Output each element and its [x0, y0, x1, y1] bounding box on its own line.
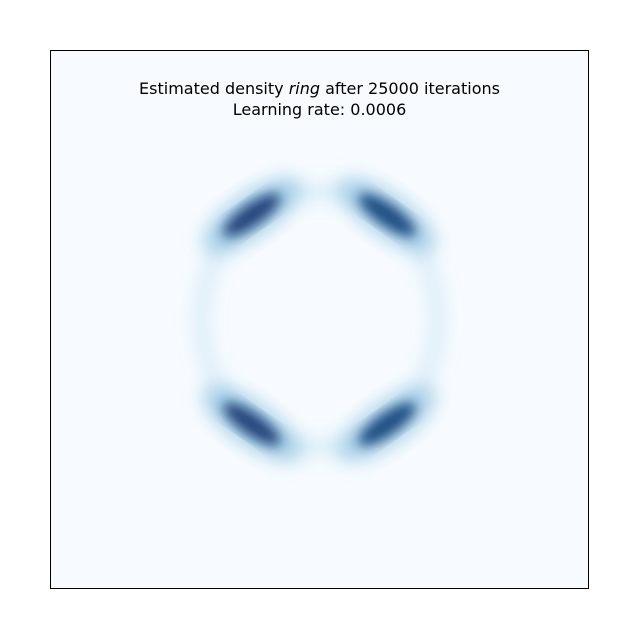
density-mode-core [223, 193, 281, 237]
title-dataset-name: ring [288, 79, 321, 98]
plot-area [50, 50, 589, 589]
density-mode-core [358, 402, 416, 446]
ring-baseline [193, 183, 446, 456]
learning-rate-value: 0.0006 [350, 100, 407, 119]
density-mode [202, 386, 301, 462]
plot-background [51, 51, 588, 588]
density-heatmap [51, 51, 588, 588]
title-suffix: after 25000 iterations [320, 79, 500, 98]
chart-title: Estimated density ring after 25000 itera… [50, 78, 589, 120]
density-mode [338, 386, 437, 462]
title-line-1: Estimated density ring after 25000 itera… [50, 78, 589, 99]
density-modes [202, 177, 437, 462]
title-prefix: Estimated density [139, 79, 289, 98]
density-mode-core [223, 402, 281, 446]
density-mode [202, 177, 301, 253]
density-mode-core [358, 193, 416, 237]
chart-subtitle: Learning rate: 0.0006 [50, 99, 589, 120]
density-mode [338, 177, 437, 253]
density-ring [193, 183, 446, 456]
learning-rate-label: Learning rate: [232, 100, 351, 119]
